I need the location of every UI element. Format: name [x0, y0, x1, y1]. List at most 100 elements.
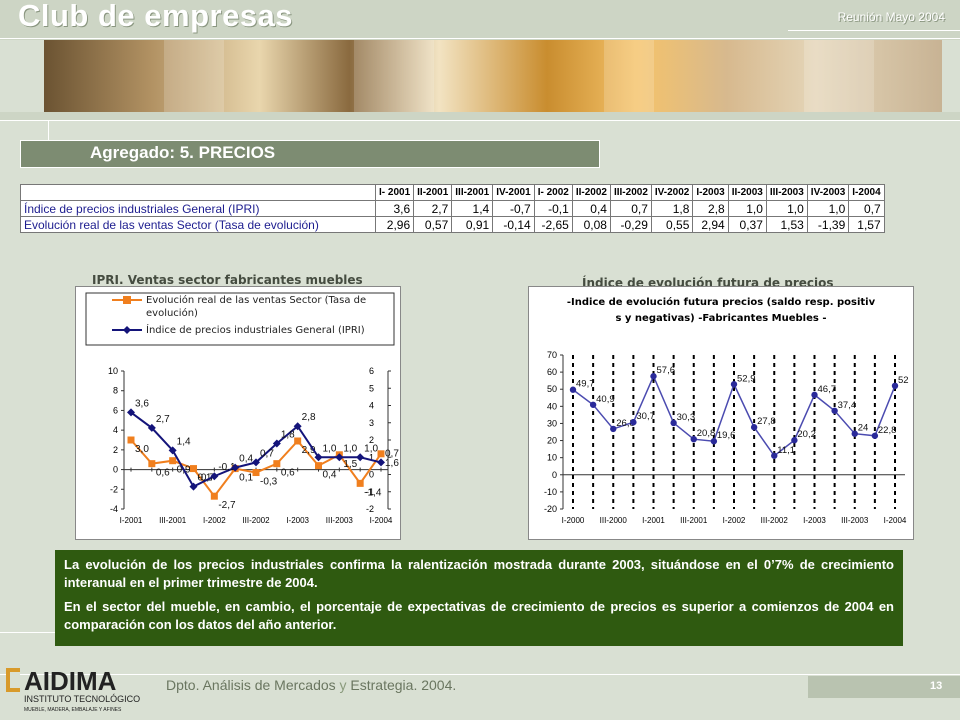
column-header: II-2002 [571, 184, 611, 201]
chart1-right-tick-label: 0 [369, 470, 374, 480]
commentary-paragraph-1: La evolución de los precios industriales… [64, 557, 894, 590]
chart1-x-tick-label: I-2004 [370, 516, 393, 525]
data-label-ventas: 1,6 [385, 458, 399, 469]
point-evolucion [569, 386, 577, 393]
chart1-legend [85, 292, 395, 346]
banner-band [0, 112, 960, 120]
point-evolucion [670, 419, 677, 427]
chart2-y-tick-label: -10 [544, 487, 557, 497]
chart-ipri-ventas: Evolución real de las ventas Sector (Tas… [75, 286, 401, 540]
chart1-x-tick-label: I-2001 [120, 516, 143, 525]
chart2-x-tick-label: I-2003 [803, 516, 826, 525]
column-header: I- 2001 [374, 184, 415, 201]
table-cell: -0,29 [609, 216, 652, 233]
column-header: IV-2002 [650, 184, 694, 201]
table-cell: 1,0 [806, 200, 850, 217]
point-ipri [210, 472, 219, 481]
data-label-evolucion: 22,8 [878, 425, 897, 436]
point-ipri [356, 453, 365, 462]
point-evolucion [791, 437, 798, 444]
point-ventas [315, 462, 322, 470]
column-header: II-2001 [413, 184, 453, 201]
data-label-ipri: 1,0 [343, 443, 357, 454]
chart1-x-tick-label: III-2003 [326, 516, 354, 525]
point-ventas [252, 469, 260, 477]
chart2-y-tick-label: 0 [552, 470, 557, 480]
chart2-x-tick-label: I-2000 [562, 516, 585, 525]
point-evolucion [750, 424, 758, 431]
chart1-svg: Evolución real de las ventas Sector (Tas… [85, 292, 399, 525]
data-label-ipri: 0,7 [385, 448, 399, 459]
legend-marker-ipri [123, 326, 131, 334]
point-ipri [231, 463, 240, 472]
data-label-ipri: -0,1 [218, 462, 236, 473]
table-cell: 1,0 [727, 200, 767, 217]
chart1-left-tick-label: 0 [113, 465, 118, 475]
chart2-y-tick-label: 70 [547, 350, 557, 360]
point-evolucion [851, 430, 858, 437]
footer-strategy: Estrategia. 2004. [346, 677, 457, 693]
table-cell: 1,57 [848, 216, 885, 233]
data-label-evolucion: 30,3 [677, 412, 696, 423]
point-ipri [272, 439, 281, 448]
table-cell: -0,7 [492, 200, 535, 217]
data-label-evolucion: 37,4 [838, 400, 857, 411]
data-label-ipri: 0,7 [260, 448, 274, 459]
point-ipri [377, 458, 385, 467]
chart2-x-tick-label: III-2002 [761, 516, 789, 525]
data-table: I- 2001 II-2001 III-2001 IV-2001 I- 2002… [20, 184, 885, 233]
band-tick [48, 120, 49, 142]
point-ventas [356, 479, 364, 487]
data-label-evolucion: 52 [898, 375, 909, 386]
data-label-ipri: 1,8 [281, 429, 295, 440]
table-cell: 0,4 [571, 200, 611, 217]
table-cell: 0,08 [571, 216, 611, 233]
point-ipri [127, 408, 135, 417]
chart2-y-tick-label: 50 [547, 384, 557, 394]
table-cell: 0,91 [451, 216, 494, 233]
table-cell: 0,7 [848, 200, 885, 217]
logo-wordmark: AIDIMA [24, 666, 117, 696]
chart1-left-tick-label: 8 [113, 386, 118, 396]
header-bar [0, 0, 960, 40]
data-label-ipri: 2,7 [156, 414, 170, 425]
data-label-evolucion: 57,6 [657, 365, 676, 376]
table-cell: 1,53 [765, 216, 808, 233]
data-label-ventas: 2,9 [302, 445, 316, 456]
table-row: Índice de precios industriales General (… [20, 200, 885, 217]
header-rule [788, 30, 960, 31]
page-number: 13 [930, 680, 943, 692]
point-ipri [252, 458, 260, 467]
data-label-ipri: 0,4 [239, 454, 253, 465]
table-cell: 3,6 [374, 200, 415, 217]
data-label-evolucion: 49,7 [576, 379, 595, 390]
point-evolucion [730, 381, 738, 388]
data-label-ventas: -1,4 [364, 487, 382, 498]
data-label-evolucion: 52,9 [737, 373, 756, 384]
table-row: Evolución real de las ventas Sector (Tas… [20, 216, 885, 233]
column-header: II-2003 [727, 184, 767, 201]
table-cell: 1,0 [765, 200, 808, 217]
data-label-evolucion: 19,6 [717, 430, 736, 441]
chart2-x-tick-label: I-2004 [884, 516, 907, 525]
point-ventas [294, 437, 302, 445]
chart2-x-tick-label: III-2003 [841, 516, 869, 525]
column-header: I- 2002 [533, 184, 573, 201]
point-evolucion [891, 382, 899, 389]
chart2-x-tick-label: III-2001 [680, 516, 708, 525]
chart2-y-tick-label: 10 [547, 453, 557, 463]
point-ventas [273, 460, 281, 468]
band-divider [0, 120, 960, 121]
chart1-left-tick-label: 6 [113, 405, 118, 415]
chart1-left-tick-label: -4 [110, 504, 118, 514]
table-cell: -0,14 [492, 216, 535, 233]
chart1-left-tick-label: 2 [113, 445, 118, 455]
table-header-row: I- 2001 II-2001 III-2001 IV-2001 I- 2002… [20, 184, 885, 201]
chart1-left-tick-label: 10 [108, 366, 118, 376]
data-label-ventas: 0,4 [323, 470, 337, 481]
table-cell: 0,7 [609, 200, 652, 217]
row-label: Evolución real de las ventas Sector (Tas… [20, 216, 376, 233]
chart1-right-tick-label: -2 [366, 504, 374, 514]
data-label-evolucion: 46,7 [818, 384, 837, 395]
aidima-logo-graphic: AIDIMA INSTITUTO TECNOLÓGICO MUEBLE, MAD… [6, 666, 140, 713]
